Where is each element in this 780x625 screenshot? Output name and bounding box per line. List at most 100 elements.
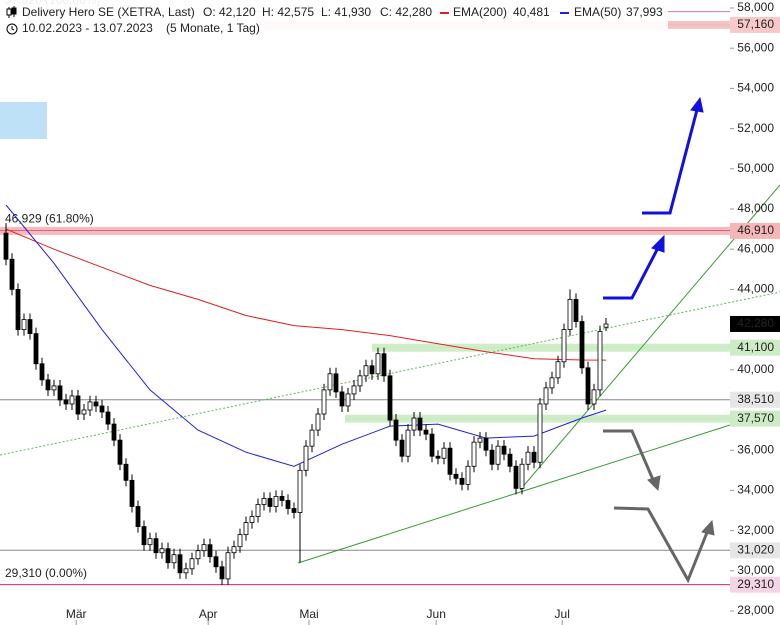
candle-body (453, 473, 459, 479)
candle-body (225, 552, 231, 580)
period: (5 Monate, 1 Tag) (166, 21, 260, 35)
candle-body (345, 393, 351, 407)
fib-label: 29,310 (0.00%) (5, 566, 87, 580)
y-tick-label: 54,000 (737, 81, 774, 95)
legend: EMA(200) 40,481 EMA(50) 37,993 (440, 5, 663, 19)
candle-body (195, 550, 201, 560)
candle-body (603, 323, 609, 328)
candle-body (459, 477, 465, 485)
y-tick-label: 46,000 (737, 241, 774, 255)
candle-body (33, 333, 39, 365)
level-label: 41,100 (737, 340, 774, 354)
level-label-box (730, 315, 780, 332)
candle-body (267, 498, 273, 507)
candle-body (213, 556, 219, 568)
candle-body (369, 365, 375, 375)
candle-body (93, 401, 99, 407)
candle-body (567, 299, 573, 331)
close-value: C: 42,280 (380, 5, 432, 19)
level-label: 42,280 (737, 316, 774, 330)
candle-body (333, 373, 339, 393)
level-label: 46,910 (737, 223, 774, 237)
candle-body (357, 375, 363, 387)
candle-body (531, 451, 537, 463)
candle-body (471, 441, 477, 467)
candle-body (285, 500, 291, 509)
y-tick-label: 36,000 (737, 442, 774, 456)
clock-hand (11, 26, 15, 31)
candle-icon (6, 6, 17, 18)
candle-body (513, 465, 519, 489)
candle-body (219, 566, 225, 580)
candle-body (189, 558, 195, 570)
axis-layer: 58,000 56,000 54,000 52,000 50,000 48,000 46,0… (66, 0, 780, 625)
candle-body (87, 401, 93, 411)
arrow-up (642, 105, 700, 215)
candle-body (399, 439, 405, 457)
candle-body (141, 526, 147, 546)
candle-body (9, 258, 15, 290)
candle-body (81, 409, 87, 415)
arrow-down (603, 429, 656, 483)
candle-body (375, 353, 381, 375)
high-value: H: 42,575 (262, 5, 314, 19)
candle-body (39, 363, 45, 381)
level-label: 38,510 (737, 392, 774, 406)
arrow-head (701, 519, 715, 536)
candle-body (129, 479, 135, 507)
candle-body (297, 469, 303, 513)
legend-name: EMA(50) (574, 5, 621, 19)
candle-body (45, 379, 51, 391)
arrow-up (603, 243, 662, 300)
candle-body (249, 516, 255, 523)
fib-label: 46,929 (61.80%) (5, 212, 94, 226)
candle-body (393, 419, 399, 441)
candle-body (159, 548, 165, 554)
candle-body (147, 538, 153, 546)
candle-body (465, 465, 471, 485)
candle-body (303, 445, 309, 471)
candle-body (327, 373, 333, 391)
candle-body (405, 429, 411, 457)
y-tick-label: 50,000 (737, 161, 774, 175)
arrow-head (647, 475, 661, 492)
candle-body (537, 403, 543, 463)
candle-body (477, 437, 483, 443)
x-tick-label: Apr (199, 607, 218, 621)
legend-name: EMA(200) (453, 5, 507, 19)
candle-body (177, 554, 183, 574)
candle-body (441, 447, 447, 459)
y-tick-label: 58,000 (737, 0, 774, 14)
level-label-box (730, 576, 780, 593)
candle-body (555, 361, 561, 379)
date-range: 10.02.2023 - 13.07.2023 (22, 21, 153, 35)
candle-body (15, 288, 21, 330)
candle-body (255, 504, 261, 517)
candle-body (339, 391, 345, 407)
y-tick-label: 44,000 (737, 282, 774, 296)
candle-body (135, 506, 141, 527)
support-trend-line (297, 424, 731, 564)
candle-body (111, 423, 117, 441)
candle-body (261, 498, 267, 505)
arrow-zigzag (613, 506, 710, 584)
candle-body (585, 367, 591, 405)
candle-body (561, 329, 567, 363)
candle-body (237, 534, 243, 548)
y-tick-label: 28,000 (737, 603, 774, 617)
x-tick-label: Jul (555, 607, 570, 621)
candle-body (351, 385, 357, 395)
marks-layer (3, 204, 609, 585)
candle-body (507, 453, 513, 467)
candle-body (315, 413, 321, 431)
y-tick-label: 48,000 (737, 201, 774, 215)
candle-body (183, 568, 189, 574)
candle-body (171, 554, 177, 564)
y-tick-label: 32,000 (737, 523, 774, 537)
candle-body (117, 439, 123, 465)
x-tick-label: Mär (66, 607, 87, 621)
candle-body (591, 389, 597, 405)
candle-body (201, 544, 207, 552)
